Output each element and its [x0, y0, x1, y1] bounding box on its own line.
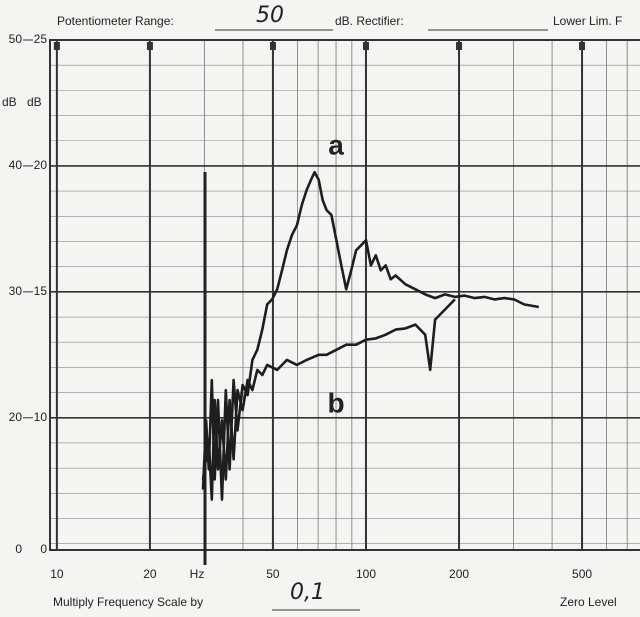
- x-tick-label: 20: [143, 567, 157, 581]
- y2-tick-label: 20: [34, 158, 48, 172]
- y2-tick-label: 10: [34, 410, 48, 424]
- header-value: 50: [256, 3, 284, 28]
- y-tick-label: 30: [9, 284, 23, 298]
- header-label: dB. Rectifier:: [335, 14, 404, 28]
- data-line: [201, 170, 540, 501]
- x-tick-label: 10: [50, 567, 64, 581]
- y-tick-label: 40: [9, 158, 23, 172]
- paper-marker: [362, 42, 369, 50]
- annotation: b: [327, 388, 344, 419]
- y-tick-label: 20: [9, 410, 23, 424]
- paper-marker: [146, 42, 153, 50]
- y-axis-label: dB: [2, 95, 17, 109]
- annotation: a: [328, 129, 344, 160]
- x-tick-label: 200: [449, 567, 469, 581]
- header-label: Lower Lim. F: [553, 14, 622, 28]
- y2-tick-label: 15: [34, 284, 48, 298]
- footer-label: Multiply Frequency Scale by: [53, 595, 203, 609]
- y2-tick-label: 25: [34, 32, 48, 46]
- data-line: [201, 298, 456, 501]
- footer-label: Zero Level: [560, 595, 617, 609]
- y2-axis-label: dB: [27, 95, 42, 109]
- x-tick-label: 500: [572, 567, 592, 581]
- paper-marker: [53, 42, 60, 50]
- paper-marker: [269, 42, 276, 50]
- y2-bottom-label: 0: [40, 542, 47, 556]
- y-tick-label: 50: [9, 32, 23, 46]
- paper-marker: [456, 42, 463, 50]
- grid: [50, 39, 640, 550]
- x-tick-label: 50: [266, 567, 280, 581]
- x-axis-label: Hz: [190, 567, 205, 581]
- header-label: Potentiometer Range:: [57, 14, 174, 28]
- plot-frame: [49, 39, 640, 551]
- y-bottom-label: 0: [15, 542, 22, 556]
- paper-marker: [579, 42, 586, 50]
- footer-value: 0,1: [290, 580, 325, 605]
- x-tick-label: 100: [356, 567, 376, 581]
